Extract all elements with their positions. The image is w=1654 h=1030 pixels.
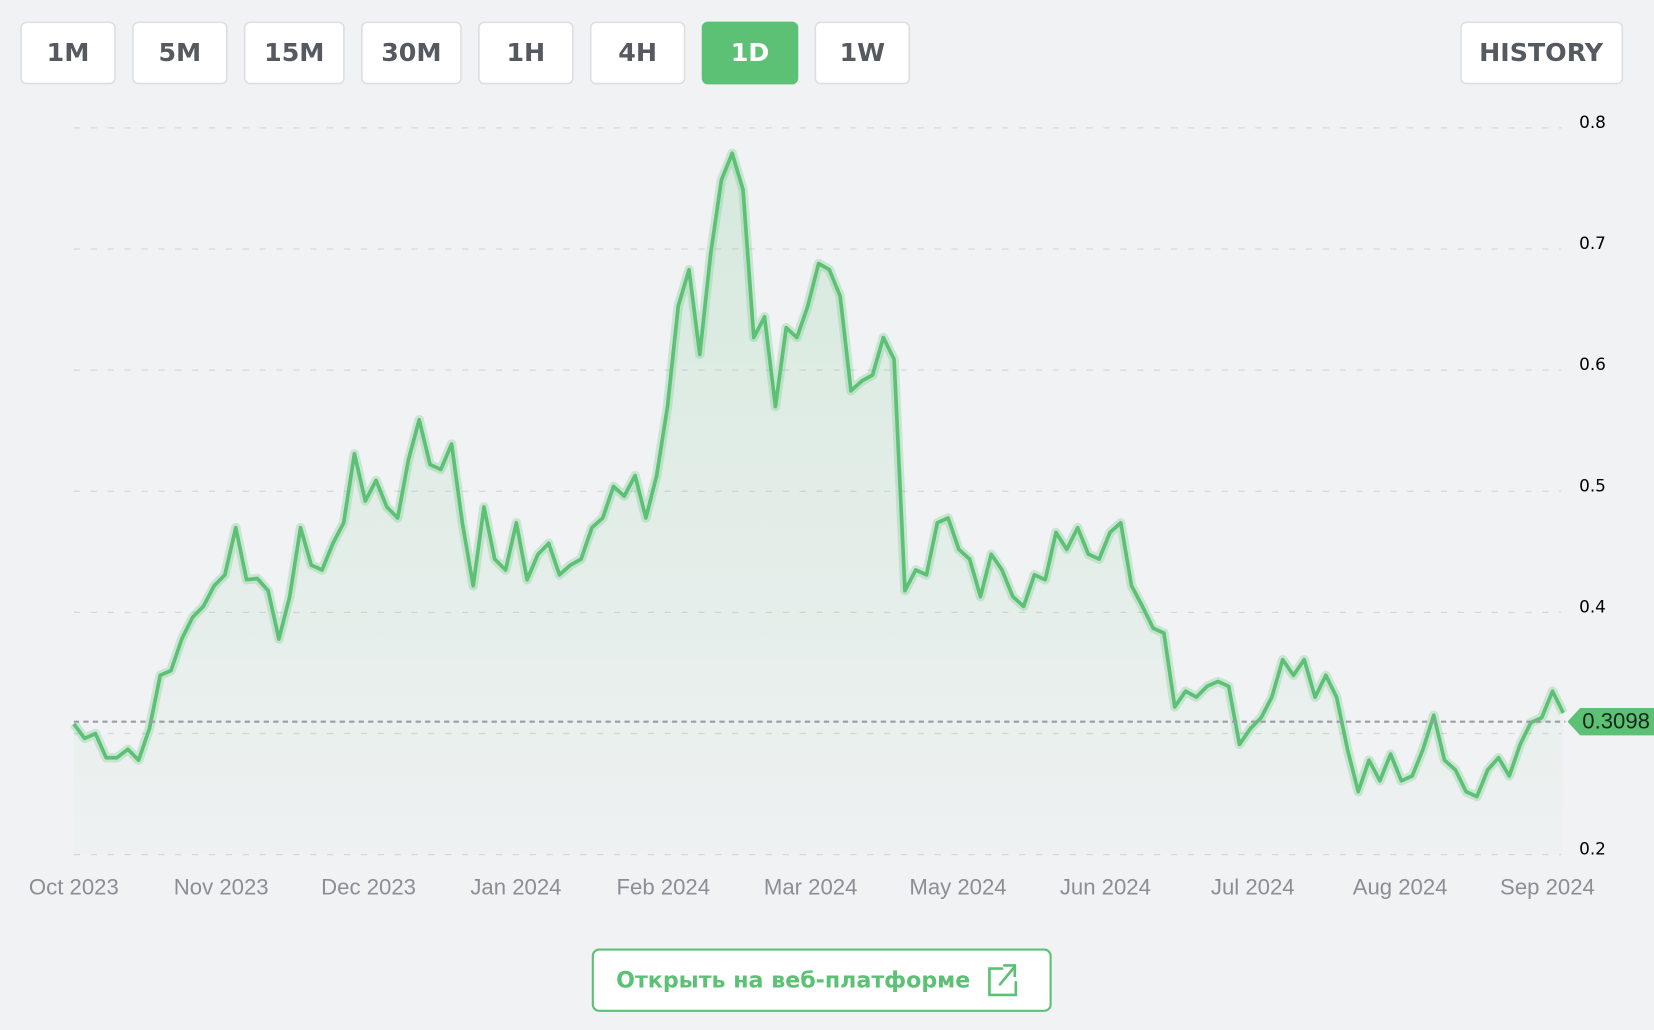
- y-tick-label: 0.5: [1579, 475, 1606, 495]
- x-tick-label: May 2024: [909, 874, 1006, 899]
- timeframe-label: 5M: [158, 38, 201, 67]
- area-fill: [73, 153, 1564, 855]
- timeframe-label: 1D: [731, 38, 770, 67]
- timeframe-button[interactable]: [132, 21, 228, 85]
- external-link-icon: [988, 964, 1018, 997]
- x-tick-label: Feb 2024: [617, 874, 711, 899]
- x-tick-label: Nov 2023: [174, 874, 269, 899]
- timeframe-label: 15M: [264, 38, 324, 67]
- price-line: [72, 151, 1565, 799]
- last-price-badge: [1567, 707, 1654, 736]
- timeframe-button[interactable]: [243, 21, 345, 85]
- y-tick-label: 0.4: [1579, 596, 1606, 616]
- timeframe-button[interactable]: [478, 21, 574, 85]
- timeframe-label: 30M: [381, 38, 441, 67]
- y-tick-label: 0.6: [1579, 354, 1606, 374]
- timeframe-label: 1M: [47, 38, 90, 67]
- history-label: HISTORY: [1479, 38, 1604, 67]
- timeframe-label: 4H: [618, 38, 657, 67]
- timeframe-button[interactable]: [20, 21, 116, 85]
- timeframe-button[interactable]: [589, 21, 686, 85]
- y-tick-label: 0.2: [1579, 839, 1606, 859]
- history-button[interactable]: [1460, 21, 1624, 85]
- y-tick-label: 0.7: [1579, 233, 1606, 253]
- timeframe-label: 1H: [506, 38, 545, 67]
- x-tick-label: Aug 2024: [1353, 874, 1448, 899]
- last-price-label: 0.3098: [1582, 709, 1650, 734]
- timeframe-button[interactable]: [701, 21, 799, 85]
- timeframe-label: 1W: [840, 38, 886, 67]
- x-tick-label: Jun 2024: [1060, 874, 1151, 899]
- x-tick-label: Oct 2023: [29, 874, 119, 899]
- timeframe-button[interactable]: [814, 21, 911, 85]
- y-tick-label: 0.8: [1579, 112, 1606, 132]
- x-tick-label: Mar 2024: [764, 874, 858, 899]
- x-tick-label: Sep 2024: [1500, 874, 1595, 899]
- x-tick-label: Dec 2023: [321, 874, 416, 899]
- x-tick-label: Jan 2024: [470, 874, 561, 899]
- open-platform-button[interactable]: [591, 948, 1052, 1012]
- timeframe-button[interactable]: [361, 21, 462, 85]
- x-tick-label: Jul 2024: [1211, 874, 1295, 899]
- open-platform-label: Открыть на веб-платформе: [616, 968, 970, 994]
